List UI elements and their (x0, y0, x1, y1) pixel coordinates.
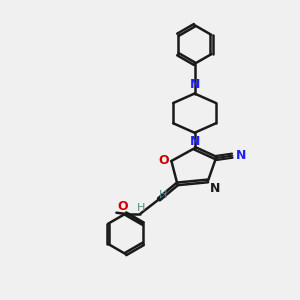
Text: N: N (189, 135, 200, 148)
Text: N: N (236, 149, 247, 162)
Text: N: N (189, 78, 200, 92)
Text: H: H (159, 190, 168, 200)
Text: H: H (137, 203, 145, 213)
Text: N: N (210, 182, 221, 195)
Text: O: O (117, 200, 128, 213)
Text: O: O (158, 154, 169, 167)
